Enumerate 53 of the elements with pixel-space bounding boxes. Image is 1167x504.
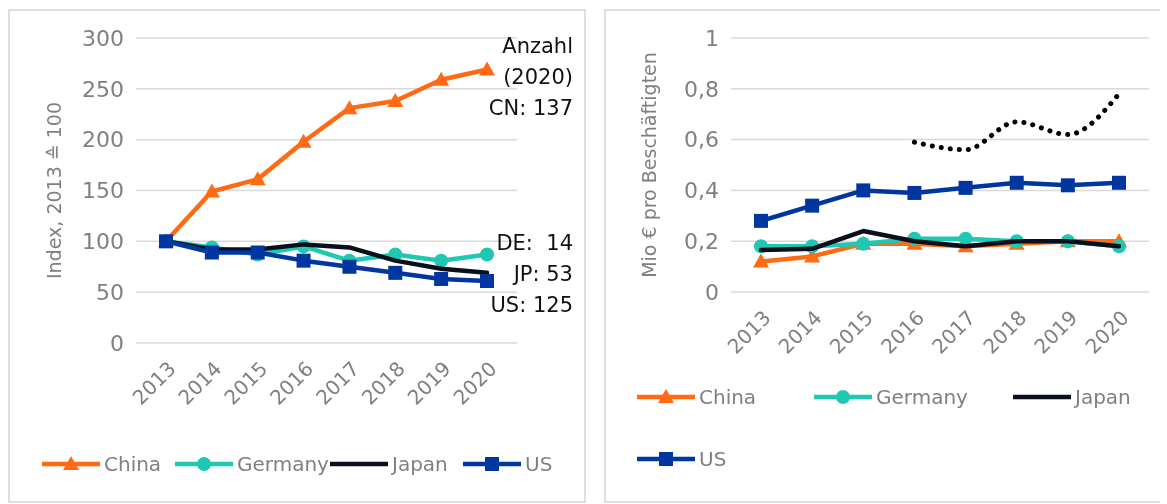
- point: [1009, 175, 1024, 190]
- point: [479, 61, 495, 76]
- point: [434, 253, 449, 268]
- point: [388, 265, 403, 280]
- y-tick-label: 0,8: [684, 76, 719, 102]
- point: [958, 231, 973, 246]
- y-tick-label: 0: [705, 279, 719, 305]
- y-axis-title: Index, 2013 ≙ 100: [43, 101, 65, 280]
- legend-label: Germany: [876, 385, 969, 409]
- annotation: DE: 14: [496, 231, 573, 256]
- legend-label: China: [104, 452, 162, 476]
- point: [295, 133, 312, 148]
- y-tick-label: 0: [110, 330, 124, 356]
- point: [342, 259, 357, 274]
- legend-label: Japan: [390, 452, 448, 476]
- point: [856, 183, 871, 198]
- legend-label: Germany: [237, 452, 330, 476]
- point: [1060, 178, 1075, 193]
- point: [203, 183, 220, 198]
- point: [249, 171, 266, 186]
- point: [204, 245, 219, 260]
- point: [753, 253, 769, 268]
- annotation: CN: 137: [488, 96, 573, 121]
- point: [296, 253, 311, 268]
- point: [434, 271, 449, 286]
- annotation: Anzahl: [502, 34, 573, 59]
- annotation: JP: 53: [511, 262, 573, 287]
- point: [433, 71, 450, 86]
- y-tick-label: 250: [82, 76, 124, 102]
- point: [958, 180, 973, 195]
- legend-label: US: [525, 452, 553, 476]
- y-tick-label: 0,4: [684, 178, 719, 204]
- y-tick-label: 200: [82, 127, 124, 153]
- point: [480, 247, 494, 262]
- y-axis-title: Mio € pro Beschäftigten: [638, 52, 660, 278]
- legend-label: Japan: [1073, 385, 1131, 409]
- y-tick-label: 100: [82, 229, 124, 255]
- point: [1112, 175, 1126, 190]
- point: [754, 213, 768, 228]
- y-tick-label: 50: [96, 279, 124, 305]
- point: [387, 93, 404, 108]
- point: [907, 185, 922, 200]
- y-tick-label: 300: [82, 25, 124, 51]
- annotation: (2020): [503, 65, 573, 90]
- annotation: US: 125: [490, 293, 573, 318]
- y-tick-label: 0,6: [684, 127, 719, 153]
- legend-label: China: [699, 385, 757, 409]
- y-tick-label: 0,2: [684, 228, 719, 254]
- y-tick-label: 150: [82, 178, 124, 204]
- legend-label: US: [699, 447, 727, 471]
- point: [480, 273, 494, 288]
- y-tick-label: 1: [705, 25, 719, 51]
- point: [805, 198, 820, 213]
